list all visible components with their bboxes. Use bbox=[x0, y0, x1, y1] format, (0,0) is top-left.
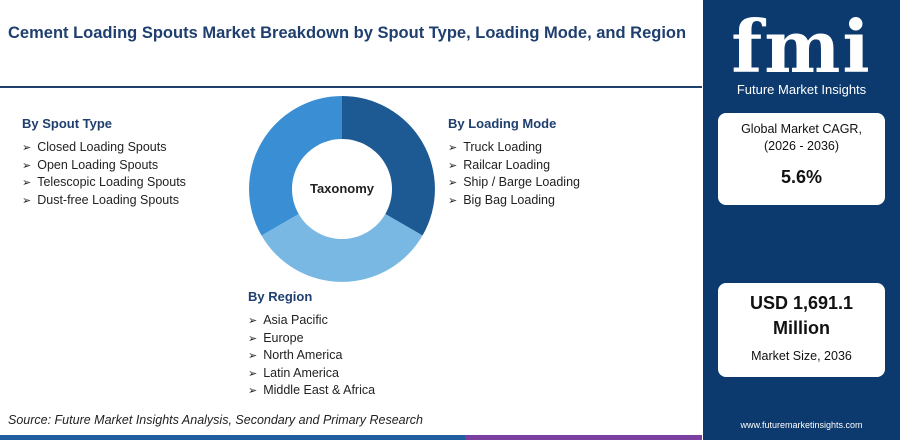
url: www.futuremarketinsights.com bbox=[740, 420, 863, 430]
group: By Loading Mode Truck LoadingRailcar Load… bbox=[448, 116, 580, 209]
logo: fmi bbox=[731, 4, 872, 89]
group-title: By Region bbox=[248, 289, 313, 304]
list-item: North America bbox=[248, 347, 375, 365]
list-item: Truck Loading bbox=[448, 139, 580, 157]
cagr-box: Global Market CAGR, (2026 - 2036) 5.6% bbox=[718, 113, 885, 205]
cagr-value: 5.6% bbox=[780, 167, 823, 187]
list-item: Railcar Loading bbox=[448, 157, 580, 175]
list-item: Closed Loading Spouts bbox=[22, 139, 186, 157]
market-size-label: Market Size, 2036 bbox=[751, 349, 852, 363]
footer-bar bbox=[465, 435, 702, 440]
center-label: Taxonomy bbox=[310, 181, 375, 196]
market-size-box: USD 1,691.1 Million Market Size, 2036 bbox=[718, 283, 885, 377]
list-item: Dust-free Loading Spouts bbox=[22, 192, 186, 210]
market-size-value: USD 1,691.1 Million bbox=[749, 293, 854, 338]
logo-caption: Future Market Insights bbox=[736, 82, 867, 97]
group-title: By Spout Type bbox=[22, 116, 113, 131]
list-item: Open Loading Spouts bbox=[22, 157, 186, 175]
list-item: Ship / Barge Loading bbox=[448, 174, 580, 192]
item-list: Asia PacificEuropeNorth AmericaLatin Ame… bbox=[248, 312, 375, 400]
list-item: Big Bag Loading bbox=[448, 192, 580, 210]
source: Source: Future Market Insights Analysis,… bbox=[8, 413, 423, 427]
donut-segment bbox=[342, 96, 435, 236]
list-item: Europe bbox=[248, 330, 375, 348]
item-list: Closed Loading SpoutsOpen Loading Spouts… bbox=[22, 139, 186, 209]
divider bbox=[0, 86, 702, 88]
group: By Region Asia PacificEuropeNorth America… bbox=[248, 289, 375, 400]
sidebar: fmi Future Market Insights Global Market… bbox=[703, 0, 900, 440]
list-item: Telescopic Loading Spouts bbox=[22, 174, 186, 192]
donut-segment bbox=[261, 214, 423, 282]
group-title: By Loading Mode bbox=[448, 116, 557, 131]
donut-segment bbox=[249, 96, 342, 236]
footer-bar bbox=[0, 435, 465, 440]
title: Cement Loading Spouts Market Breakdown b… bbox=[8, 24, 687, 42]
donut: Taxonomy bbox=[249, 96, 435, 282]
item-list: Truck LoadingRailcar LoadingShip / Barge… bbox=[448, 139, 580, 209]
list-item: Middle East & Africa bbox=[248, 382, 375, 400]
cagr-label: Global Market CAGR, (2026 - 2036) bbox=[741, 122, 862, 153]
list-item: Asia Pacific bbox=[248, 312, 375, 330]
list-item: Latin America bbox=[248, 365, 375, 383]
group: By Spout Type Closed Loading SpoutsOpen L… bbox=[22, 116, 186, 209]
